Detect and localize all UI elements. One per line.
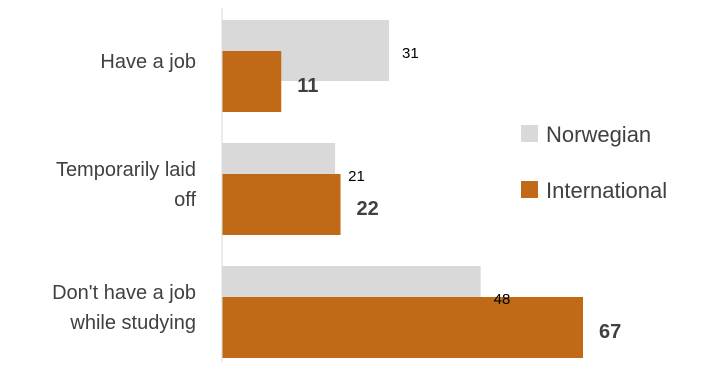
value-labels: 31 11 21 22 48 67 [297,45,621,343]
legend-label-international: International [546,178,667,203]
category-label-don-t-have-a-job-while-studying: Don't have a job while studying [52,282,196,334]
category-labels: Have a job Temporarily laid off Don't have … [52,51,196,334]
category-label-temporarily-laid-off: Temporarily laid off [56,159,197,211]
category-label-line: Have a job [100,51,196,73]
value-label-international-have-a-job: 11 [297,75,318,97]
bar-international-temporarily-laid-off [222,174,341,235]
category-label-have-a-job: Have a job [100,51,196,73]
category-label-line: Temporarily laid [56,159,196,181]
legend-label-norwegian: Norwegian [546,122,651,147]
legend-swatch-international [521,181,538,198]
value-label-norwegian-don-t-have-a-job-while-studying: 48 [494,291,511,308]
bars-group [222,20,583,358]
value-label-norwegian-temporarily-laid-off: 21 [348,168,365,185]
bar-international-don-t-have-a-job-while-studying [222,297,583,358]
value-label-norwegian-have-a-job: 31 [402,45,419,62]
category-label-line: Don't have a job [52,282,196,304]
bar-international-have-a-job [222,51,282,112]
legend: Norwegian International [521,122,667,203]
legend-swatch-norwegian [521,125,538,142]
category-label-line: while studying [69,312,196,334]
category-label-line: off [174,189,196,211]
value-label-international-don-t-have-a-job-while-studying: 67 [599,321,621,343]
value-label-international-temporarily-laid-off: 22 [357,198,379,220]
